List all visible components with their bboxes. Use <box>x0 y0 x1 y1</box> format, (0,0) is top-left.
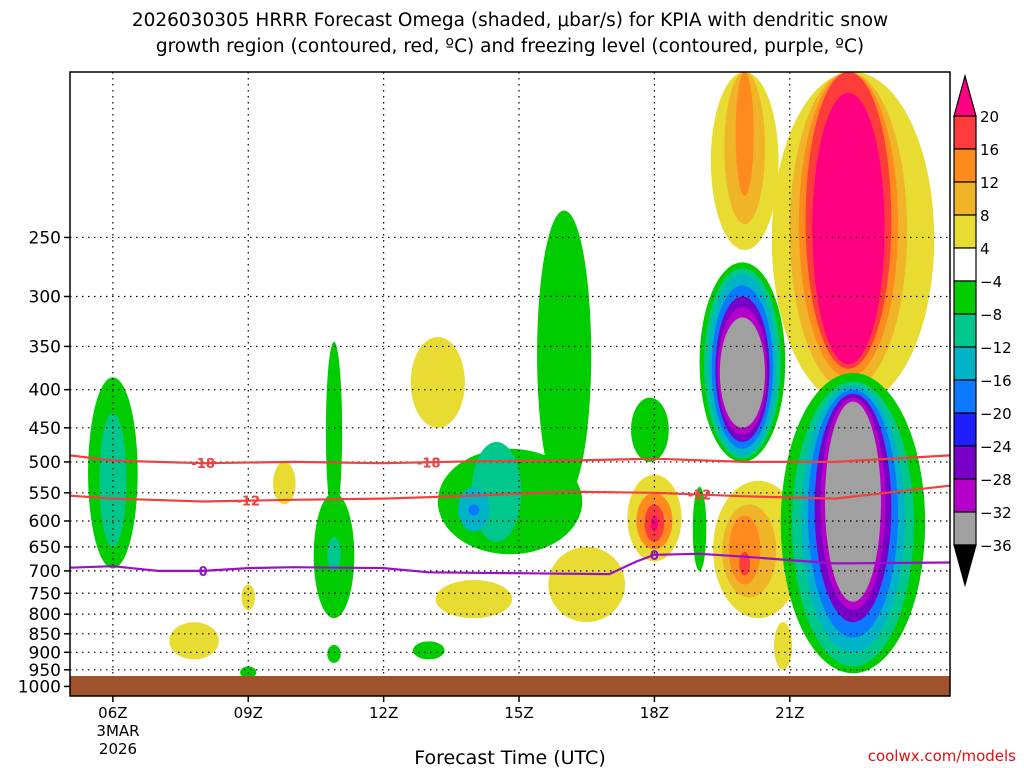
y-tick-label-650: 650 <box>29 538 61 558</box>
y-tick-label-950: 950 <box>29 661 61 681</box>
colorbar-swatch-7 <box>953 346 977 381</box>
omega-feature-yellow-14z-lower <box>435 580 513 619</box>
omega-feature-green-11z-upper <box>325 341 343 521</box>
omega-feature-yellow-10z <box>273 461 296 505</box>
y-tick-label-700: 700 <box>29 562 61 582</box>
omega-feature-black-20z-core <box>719 317 765 428</box>
omega-feature-pink-18z <box>650 515 659 532</box>
y-axis: 2503003504004505005506006507007508008509… <box>18 228 70 697</box>
freezing-level-contour-label-0: 0 <box>199 565 208 580</box>
freezing-level-contour-label-1: 0 <box>650 549 659 564</box>
x-tick-label-21Z: 21Z <box>775 704 804 722</box>
x-axis: 06Z 09Z 12Z 15Z 18Z 21Z <box>98 696 804 722</box>
y-tick-label-350: 350 <box>29 337 61 357</box>
colorbar-label-0: 20 <box>980 108 999 126</box>
x-tick-label-18Z: 18Z <box>640 704 669 722</box>
colorbar-label-6: −8 <box>980 306 1002 324</box>
y-tick-label-900: 900 <box>29 643 61 663</box>
omega-feature-yellow-09z <box>241 584 256 611</box>
y-tick-label-450: 450 <box>29 419 61 439</box>
omega-feature-yellow-07z <box>169 622 219 660</box>
colorbar-label-1: 16 <box>980 141 999 159</box>
omega-feature-green-plume-16z <box>537 210 592 499</box>
y-tick-label-250: 250 <box>29 228 61 248</box>
omega-shading <box>88 72 935 679</box>
omega-feature-black-22z-low <box>824 401 881 602</box>
colorbar-swatch-4 <box>953 247 977 282</box>
y-tick-label-400: 400 <box>29 381 61 401</box>
omega-feature-yellow-13z-upper <box>410 337 465 428</box>
dgz-contour-1-label-0: -12 <box>237 495 261 510</box>
omega-feature-teal-11z <box>327 536 341 571</box>
colorbar-swatch-0 <box>953 115 977 150</box>
colorbar-label-8: −16 <box>980 372 1012 390</box>
omega-feature-green-11z-small <box>327 645 341 663</box>
freezing-level-contour-line <box>70 552 950 576</box>
colorbar-swatch-2 <box>953 181 977 216</box>
omega-feature-green-19z-thin <box>692 486 707 571</box>
dgz-contour-0-label-0: -18 <box>191 457 215 472</box>
y-tick-label-600: 600 <box>29 512 61 532</box>
date-label-month: 3MAR <box>96 722 139 740</box>
colorbar-swatch-6 <box>953 313 977 348</box>
omega-feature-green-18z <box>630 397 669 462</box>
omega-feature-yellow-17z-lower <box>548 546 626 623</box>
colorbar-label-4: 4 <box>980 240 990 258</box>
omega-feature-orange-20z-top <box>735 72 754 197</box>
temperature-contours: -18 -18 -12 -12 0 0 <box>70 454 950 580</box>
colorbar-swatch-9 <box>953 412 977 447</box>
omega-feature-teal-06z <box>99 413 127 547</box>
colorbar-swatch-12 <box>953 511 977 546</box>
colorbar-label-5: −4 <box>980 273 1002 291</box>
y-tick-label-850: 850 <box>29 625 61 645</box>
x-tick-label-12Z: 12Z <box>369 704 398 722</box>
dgz-contour-0-line <box>70 454 950 465</box>
y-tick-label-800: 800 <box>29 605 61 625</box>
colorbar-swatch-1 <box>953 148 977 183</box>
omega-feature-pink-22z-top <box>812 92 885 365</box>
dgz-contour-1-line <box>70 484 950 503</box>
omega-feature-yellow-21z-bottom <box>774 622 793 670</box>
omega-feature-orange-20z-low <box>728 515 761 585</box>
colorbar-label-12: −32 <box>980 504 1012 522</box>
x-tick-label-15Z: 15Z <box>504 704 533 722</box>
chart-title-line2: growth region (contoured, red, ºC) and f… <box>156 36 864 57</box>
colorbar-swatch-10 <box>953 445 977 480</box>
colorbar-bottom-arrow <box>953 544 977 588</box>
chart-title-line1: 2026030305 HRRR Forecast Omega (shaded, … <box>132 10 888 31</box>
x-tick-label-09Z: 09Z <box>234 704 263 722</box>
credit-text: coolwx.com/models <box>868 747 1016 765</box>
date-label-year: 2026 <box>99 740 137 758</box>
colorbar-swatch-5 <box>953 280 977 315</box>
dgz-contour-1-label-1: -12 <box>688 489 712 504</box>
colorbar-label-13: −36 <box>980 537 1012 555</box>
colorbar-swatch-3 <box>953 214 977 249</box>
colorbar-label-3: 8 <box>980 207 990 225</box>
colorbar-swatch-11 <box>953 478 977 513</box>
y-tick-label-300: 300 <box>29 287 61 307</box>
dgz-contour-0-label-1: -18 <box>417 456 441 471</box>
y-tick-label-550: 550 <box>29 484 61 504</box>
omega-feature-blue-14z <box>468 504 480 516</box>
colorbar-label-2: 12 <box>980 174 999 192</box>
colorbar-label-11: −28 <box>980 471 1012 489</box>
y-tick-label-1000: 1000 <box>18 677 61 697</box>
x-tick-label-06Z: 06Z <box>98 704 127 722</box>
colorbar: 20 16 12 8 4 −4 −8 −12 −16 −20 −24 −28 −32 −36 <box>953 73 1012 588</box>
colorbar-label-9: −20 <box>980 405 1012 423</box>
colorbar-label-7: −12 <box>980 339 1012 357</box>
y-tick-label-500: 500 <box>29 453 61 473</box>
colorbar-top-arrow <box>953 73 977 117</box>
colorbar-label-10: −24 <box>980 438 1012 456</box>
y-tick-label-750: 750 <box>29 584 61 604</box>
plot-frame <box>69 71 951 697</box>
ground-surface <box>70 676 950 696</box>
omega-feature-green-13z-small <box>412 641 445 660</box>
colorbar-swatch-8 <box>953 379 977 414</box>
x-axis-label: Forecast Time (UTC) <box>414 747 605 768</box>
